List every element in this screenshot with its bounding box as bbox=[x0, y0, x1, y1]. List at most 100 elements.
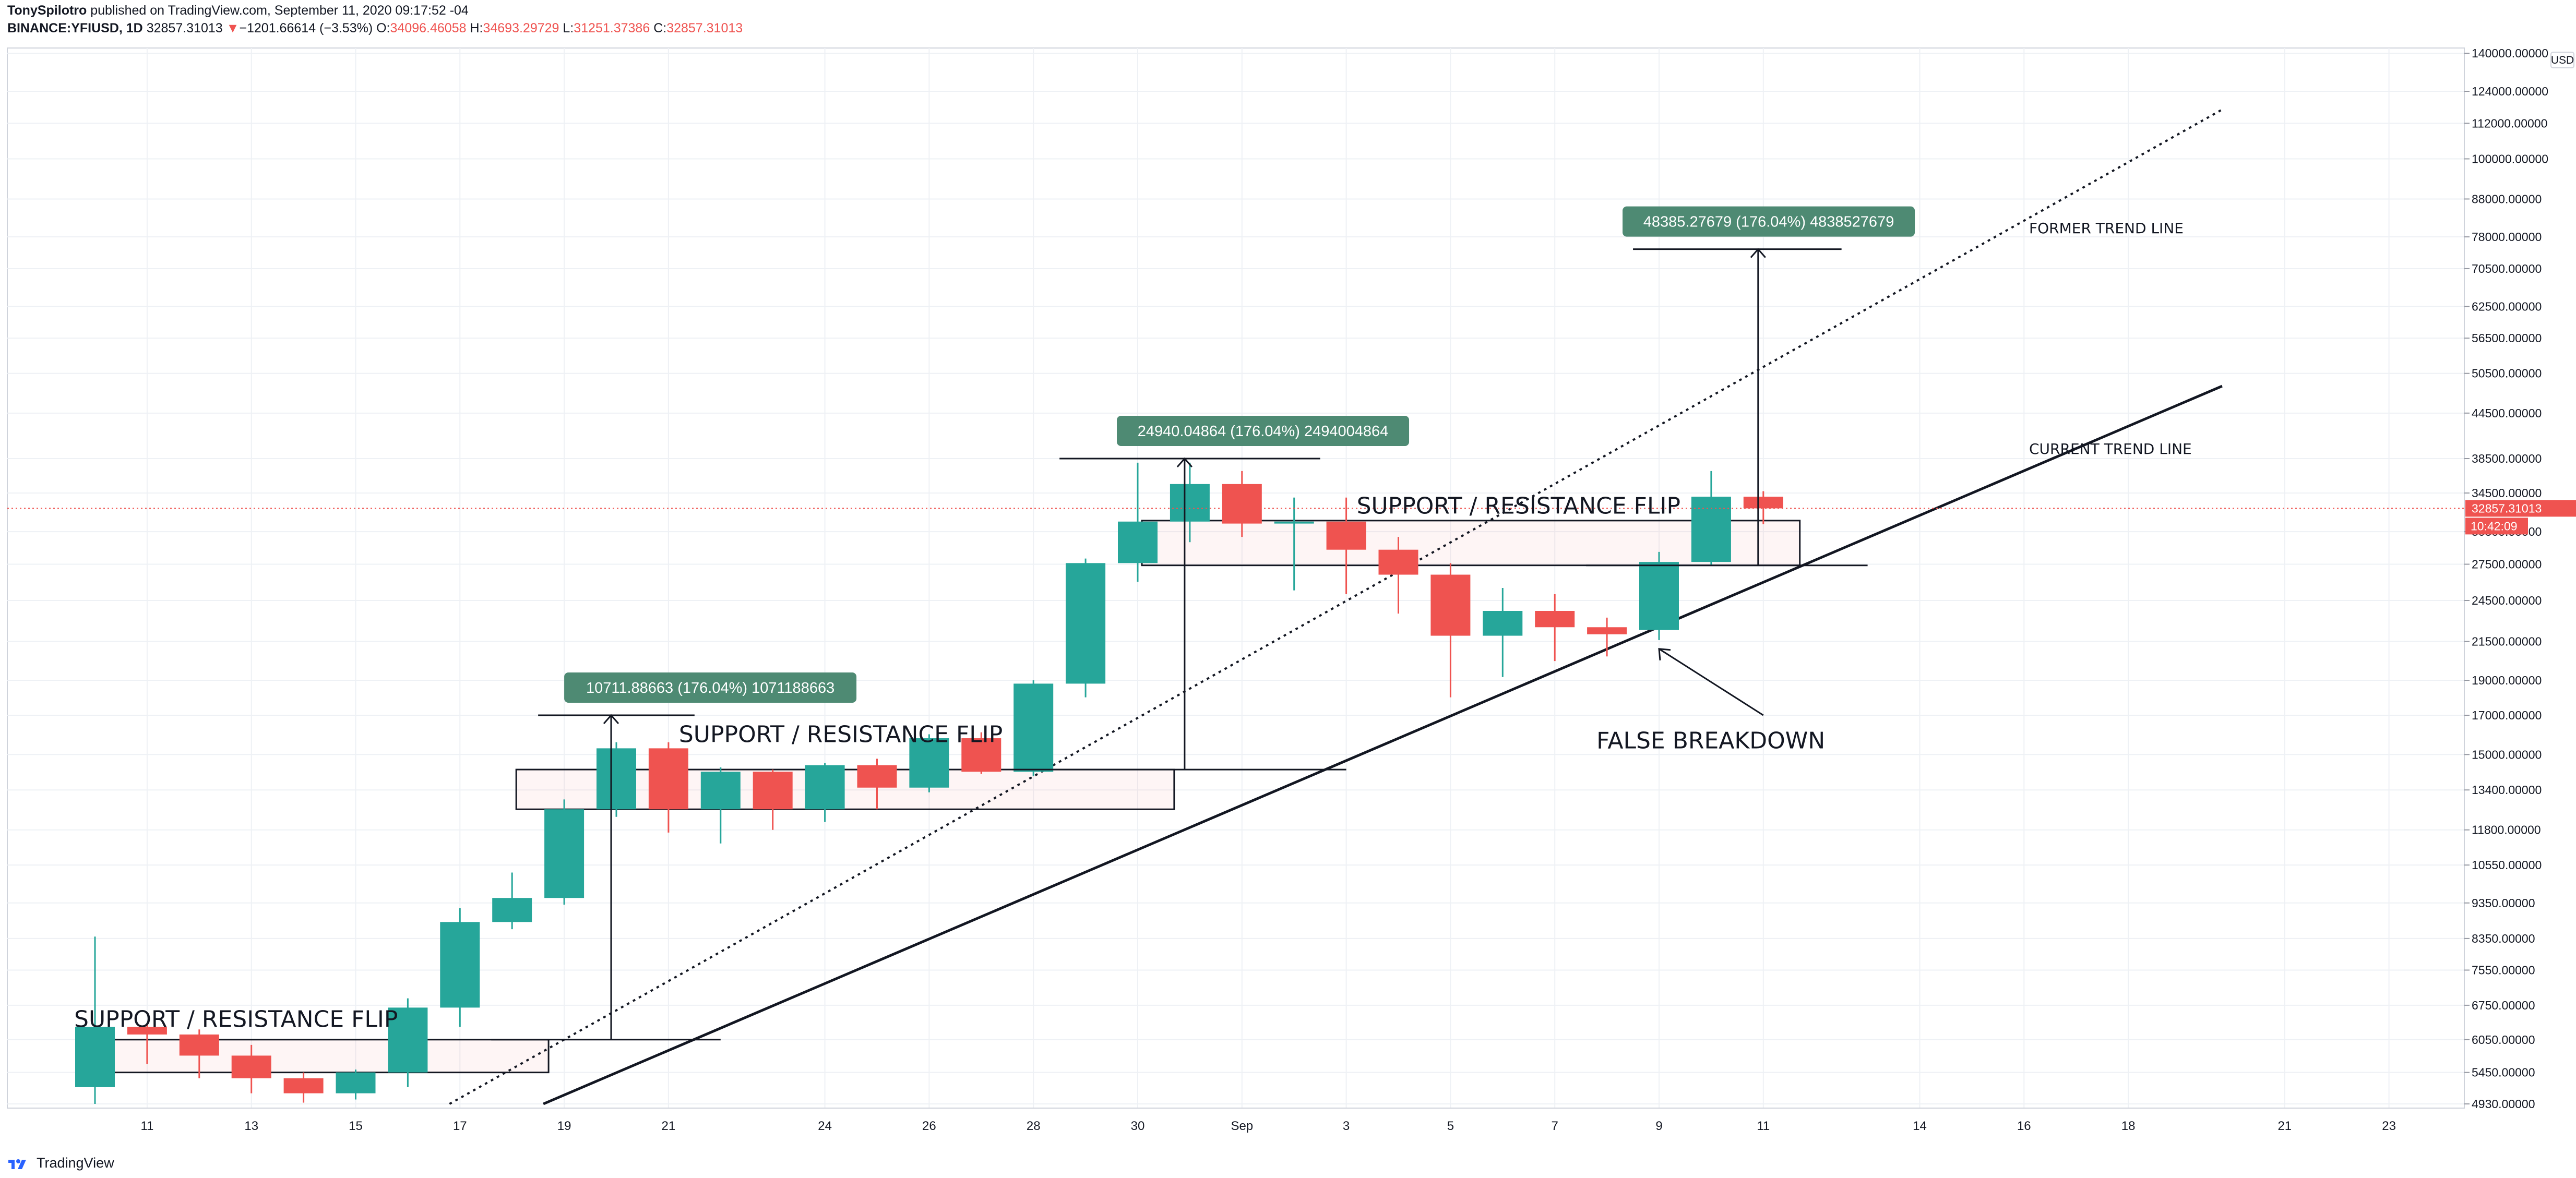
candle bbox=[1430, 563, 1471, 698]
x-tick-label: 11 bbox=[1757, 1119, 1770, 1133]
candle bbox=[440, 908, 480, 1027]
x-tick-label: 17 bbox=[453, 1119, 467, 1133]
support-resistance-box bbox=[1141, 520, 1801, 567]
countdown-badge bbox=[2465, 518, 2528, 535]
false-breakdown-arrow bbox=[1659, 648, 1764, 716]
measure-label-box bbox=[1117, 415, 1410, 446]
candle bbox=[1378, 537, 1418, 614]
candle bbox=[179, 1029, 219, 1078]
candle bbox=[1066, 558, 1106, 698]
candle bbox=[909, 734, 949, 792]
candle bbox=[753, 770, 793, 830]
candle-body bbox=[179, 1034, 219, 1056]
measure-label: 10711.88663 (176.04%) 1071188663 bbox=[586, 680, 834, 696]
y-tick-label: 5450.00000 bbox=[2472, 1066, 2535, 1079]
measure-label-box bbox=[1623, 206, 1915, 237]
currency-badge[interactable] bbox=[2550, 52, 2574, 68]
candle-body bbox=[1378, 549, 1418, 575]
candle bbox=[597, 742, 636, 817]
candle-body bbox=[1013, 683, 1054, 772]
x-tick-label: 7 bbox=[1552, 1119, 1558, 1133]
candle-body bbox=[1743, 497, 1783, 509]
y-tick-label: 8350.00000 bbox=[2472, 932, 2535, 945]
currency-label: USD bbox=[2551, 54, 2574, 66]
tradingview-logo[interactable]: TradingView bbox=[7, 1154, 114, 1172]
measure-label: 24940.04864 (176.04%) 2494004864 bbox=[1138, 423, 1389, 440]
measure-arrow-head bbox=[1176, 457, 1193, 467]
symbol-label: BINANCE:YFIUSD, 1D bbox=[7, 21, 143, 35]
candle bbox=[544, 799, 585, 905]
measure-label-box bbox=[564, 672, 857, 703]
y-tick-label: 13400.00000 bbox=[2472, 783, 2542, 797]
high-label: H: bbox=[470, 21, 483, 35]
candle-body bbox=[1170, 484, 1210, 522]
x-tick-label: 21 bbox=[662, 1119, 676, 1133]
candle-body bbox=[492, 898, 532, 922]
x-tick-label: 9 bbox=[1655, 1119, 1662, 1133]
y-tick-label: 15000.00000 bbox=[2472, 748, 2542, 761]
y-tick-label: 19000.00000 bbox=[2472, 674, 2542, 687]
published-text: published on TradingView.com, September … bbox=[90, 3, 469, 18]
y-tick-label: 17000.00000 bbox=[2472, 708, 2542, 722]
candle bbox=[1222, 471, 1262, 537]
y-tick-label: 50500.00000 bbox=[2472, 367, 2542, 380]
candle bbox=[1118, 462, 1158, 582]
y-tick-label: 140000.00000 bbox=[2472, 46, 2548, 60]
y-tick-label: 78000.00000 bbox=[2472, 230, 2542, 244]
candle-body bbox=[127, 1027, 167, 1035]
candle-body bbox=[1222, 484, 1262, 524]
y-tick-label: 21500.00000 bbox=[2472, 635, 2542, 648]
chart-header: TonySpilotro published on TradingView.co… bbox=[0, 0, 2576, 44]
candle bbox=[336, 1069, 376, 1100]
y-tick-label: 9350.00000 bbox=[2472, 896, 2535, 910]
x-tick-label: 21 bbox=[2277, 1119, 2292, 1133]
y-tick-label: 6750.00000 bbox=[2472, 999, 2535, 1012]
open-value: 34096.46058 bbox=[390, 21, 467, 35]
x-tick-label: 26 bbox=[922, 1119, 936, 1133]
low-value: 31251.37386 bbox=[574, 21, 650, 35]
annotations: 10711.88663 (176.04%) 1071188663 24940.04… bbox=[7, 206, 2464, 1041]
ohlc-line: BINANCE:YFIUSD, 1D 32857.31013 ▼−1201.66… bbox=[7, 21, 743, 36]
flip-label: SUPPORT / RESISTANCE FLIP bbox=[74, 1006, 398, 1032]
candle-body bbox=[1430, 574, 1471, 636]
candle bbox=[961, 732, 1001, 774]
plot-area bbox=[7, 47, 2465, 1109]
candle bbox=[492, 872, 532, 930]
support-resistance-box bbox=[98, 1039, 550, 1074]
measure-arrow-head bbox=[603, 714, 619, 724]
measure-label: 48385.27679 (176.04%) 4838527679 bbox=[1643, 214, 1894, 231]
candle bbox=[1639, 551, 1679, 640]
y-tick-label: 112000.00000 bbox=[2472, 116, 2547, 130]
y-tick-label: 11800.00000 bbox=[2472, 823, 2541, 837]
candle bbox=[388, 998, 428, 1087]
candle-body bbox=[231, 1055, 271, 1078]
candle-body bbox=[597, 748, 636, 810]
y-tick-label: 100000.00000 bbox=[2472, 152, 2548, 166]
candle-body bbox=[648, 748, 688, 810]
x-tick-label: 18 bbox=[2121, 1119, 2136, 1133]
current-trend-line bbox=[543, 384, 2223, 1105]
candle-body bbox=[909, 738, 949, 788]
candle-body bbox=[961, 738, 1001, 772]
y-tick-label: 4930.00000 bbox=[2472, 1097, 2535, 1111]
x-tick-label: 15 bbox=[349, 1119, 363, 1133]
x-tick-label: 24 bbox=[818, 1119, 832, 1133]
low-label: L: bbox=[563, 21, 574, 35]
candle-body bbox=[1639, 562, 1679, 630]
candle-body bbox=[1274, 521, 1314, 524]
candle-body bbox=[336, 1072, 376, 1093]
price-chart[interactable]: 10711.88663 (176.04%) 1071188663 24940.04… bbox=[0, 44, 2576, 1146]
y-tick-label: 24500.00000 bbox=[2472, 594, 2542, 607]
former-trend-line-label: FORMER TREND LINE bbox=[2029, 220, 2184, 237]
y-tick-label: 38500.00000 bbox=[2472, 452, 2542, 465]
close-value: 32857.31013 bbox=[666, 21, 743, 35]
candle bbox=[75, 936, 115, 1104]
candle-body bbox=[1483, 611, 1523, 636]
y-tick-label: 27500.00000 bbox=[2472, 557, 2542, 571]
candle-body bbox=[1535, 611, 1575, 628]
axes: 11 13 15 17 19 21 24 26 28 30 Sep 3 5 7 9 11 14 16 18 21 23 1… bbox=[7, 46, 2576, 1133]
last-price: 32857.31013 bbox=[146, 21, 223, 35]
candle bbox=[1013, 680, 1054, 776]
candle-body bbox=[388, 1007, 428, 1073]
x-tick-label: 3 bbox=[1343, 1119, 1350, 1133]
